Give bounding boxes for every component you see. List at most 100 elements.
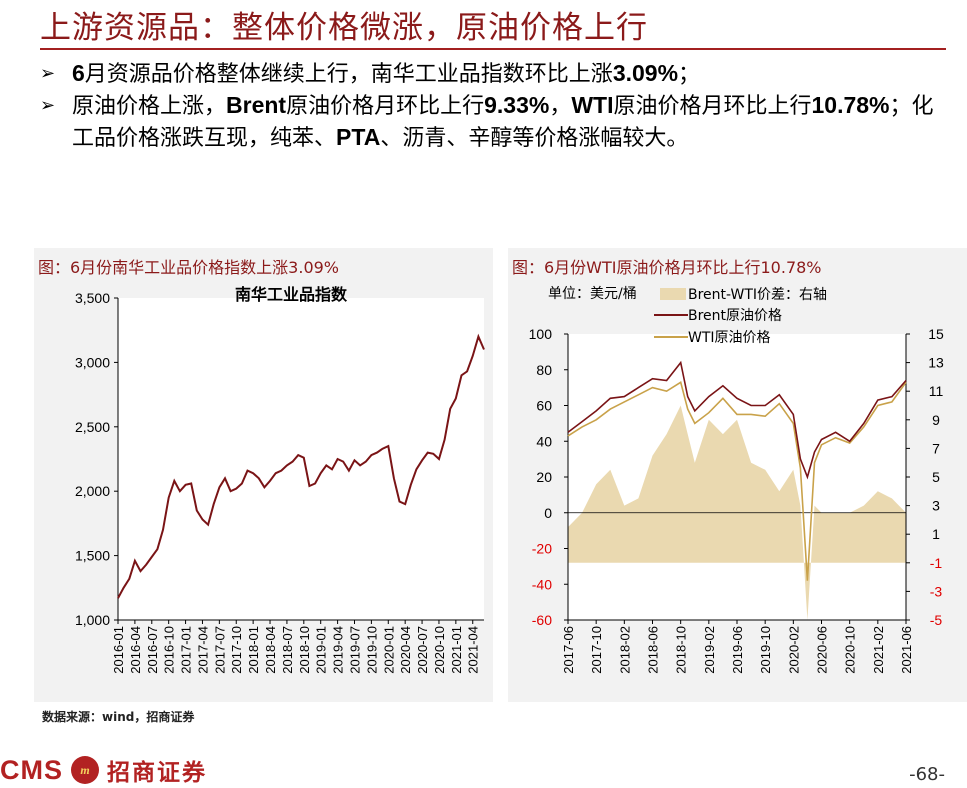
x-tick-label: 2018-07 — [280, 626, 295, 674]
y-tick-label-right: 7 — [932, 440, 940, 456]
arrow-bullet-icon: ➢ — [40, 63, 56, 84]
bullet-1-text: 月资源品价格整体继续上行，南华工业品指数环比上涨 — [84, 62, 613, 87]
x-tick-label: 2018-10 — [297, 626, 312, 674]
logo-text-en: CMS — [0, 754, 63, 785]
y-tick-label-right: 1 — [932, 526, 940, 542]
y-tick-label-left: 100 — [529, 326, 553, 342]
x-tick-label: 2021-01 — [449, 626, 464, 674]
page-title: 上游资源品：整体价格微涨，原油价格上行 — [40, 10, 648, 46]
nanhua-chart-caption: 图：6月份南华工业品价格指数上涨3.09% — [38, 258, 340, 277]
x-tick-label: 2020-02 — [786, 626, 801, 674]
bullet-1-end: ； — [678, 62, 701, 87]
oil-chart-caption: 图：6月份WTI原油价格月环比上行10.78% — [512, 258, 822, 277]
y-tick-label: 1,000 — [75, 612, 110, 628]
y-tick-label-left: -60 — [532, 612, 552, 628]
bullet-1-value: 3.09% — [612, 60, 679, 86]
y-tick-label: 2,000 — [75, 483, 110, 499]
x-tick-label: 2020-07 — [415, 626, 430, 674]
x-tick-label: 2019-10 — [758, 626, 773, 674]
nanhua-index-chart: 南华工业品指数 1,000 1,500 2,000 2,500 3,000 3,500 201… — [75, 285, 485, 674]
y-tick-label-right: 3 — [932, 498, 940, 514]
x-tick-label: 2019-02 — [702, 626, 717, 674]
arrow-bullet-icon: ➢ — [40, 95, 56, 116]
nanhua-index-line — [117, 333, 485, 599]
y-tick-label-left: 40 — [536, 433, 552, 449]
data-source: 数据来源：wind，招商证券 — [42, 710, 195, 724]
x-tick-label: 2016-04 — [128, 626, 143, 674]
x-tick-label: 2017-10 — [589, 626, 604, 674]
x-tick-label: 2021-02 — [871, 626, 886, 674]
x-tick-label: 2016-01 — [111, 626, 126, 674]
bullet-2-mid2: ， — [549, 94, 572, 119]
bullet-2-brent-value: 9.33% — [484, 92, 550, 118]
x-tick-label: 2018-04 — [263, 626, 278, 674]
chart-title: 南华工业品指数 — [235, 285, 348, 304]
legend-swatch-spread — [660, 288, 686, 300]
legend-label-wti: WTI原油价格 — [688, 330, 771, 346]
x-tick-label: 2020-06 — [815, 626, 830, 674]
x-tick-label: 2019-07 — [347, 626, 362, 674]
y-tick-label-right: 13 — [928, 355, 944, 371]
y-tick-label: 2,500 — [75, 419, 110, 435]
oil-price-chart: -60-40-20020406080100-5-3-11357911131520… — [529, 286, 944, 674]
y-tick-label-right: -1 — [930, 555, 943, 571]
x-tick-label: 2021-04 — [466, 626, 481, 674]
x-tick-label: 2018-01 — [246, 626, 261, 674]
y-tick-label-right: 15 — [928, 326, 944, 342]
bullet-2-wti-value: 10.78% — [811, 92, 890, 118]
y-tick-label-right: 11 — [929, 383, 944, 399]
nanhua-chart-panel: 图：6月份南华工业品价格指数上涨3.09% 南华工业品指数 1,000 1,500 2… — [34, 248, 493, 702]
x-tick-label: 2018-10 — [674, 626, 689, 674]
logo-emblem-icon: m — [71, 756, 99, 784]
legend-label-spread: Brent-WTI价差：右轴 — [688, 287, 827, 303]
bullet-2-pre: 原油价格上涨， — [72, 94, 227, 119]
legend-label-brent: Brent原油价格 — [688, 308, 782, 324]
plot-area — [118, 298, 484, 620]
y-tick-label-left: 20 — [536, 469, 552, 485]
x-tick-label: 2016-10 — [162, 626, 177, 674]
y-tick-label-right: -3 — [930, 583, 943, 599]
company-logo: CMS m 招商证券 — [0, 752, 207, 788]
y-tick-label: 3,000 — [75, 354, 110, 370]
x-tick-label: 2016-07 — [145, 626, 160, 674]
y-tick-label-right: 9 — [932, 412, 940, 428]
logo-text-cn: 招商证券 — [107, 760, 207, 786]
bullet-2-post: ；化工品价格涨跌互现，纯苯、 — [72, 94, 934, 151]
bullet-2-mid1: 原油价格月环比上行 — [286, 94, 485, 119]
bullet-2-end: 、沥青、辛醇等价格涨幅较大。 — [380, 126, 689, 151]
x-tick-label: 2021-06 — [899, 626, 914, 674]
x-tick-label: 2019-04 — [331, 626, 346, 674]
x-tick-label: 2020-10 — [843, 626, 858, 674]
y-axis-unit-label: 单位：美元/桶 — [548, 286, 637, 302]
y-tick-label-left: -40 — [532, 576, 552, 592]
x-tick-label: 2018-02 — [617, 626, 632, 674]
y-tick-label-right: -5 — [930, 612, 943, 628]
x-tick-label: 2017-06 — [561, 626, 576, 674]
x-tick-label: 2020-10 — [432, 626, 447, 674]
bullet-2-mid3: 原油价格月环比上行 — [613, 94, 812, 119]
x-tick-label: 2017-04 — [195, 626, 210, 674]
x-tick-label: 2020-01 — [381, 626, 396, 674]
bullet-2-brent: Brent — [226, 92, 287, 118]
y-tick-label-left: 80 — [536, 362, 552, 378]
brent-price-line — [567, 360, 907, 480]
x-tick-label: 2018-06 — [646, 626, 661, 674]
x-tick-label: 2017-07 — [212, 626, 227, 674]
y-tick-label: 3,500 — [75, 290, 110, 306]
y-tick-label: 1,500 — [75, 548, 110, 564]
bullet-1-month: 6 — [72, 60, 85, 86]
x-tick-label: 2017-10 — [229, 626, 244, 674]
x-tick-label: 2019-06 — [730, 626, 745, 674]
wti-price-line — [567, 381, 907, 581]
bullet-2-pta: PTA — [336, 124, 381, 150]
y-tick-label-left: -20 — [532, 541, 552, 557]
bullet-2: ➢ 原油价格上涨，Brent原油价格月环比上行9.33%，WTI原油价格月环比上… — [40, 90, 940, 154]
x-tick-label: 2019-01 — [314, 626, 329, 674]
bullet-1: ➢ 6月资源品价格整体继续上行，南华工业品指数环比上涨3.09%； — [40, 58, 940, 90]
x-tick-label: 2020-04 — [398, 626, 413, 674]
y-tick-label-right: 5 — [932, 469, 940, 485]
x-tick-label: 2019-10 — [364, 626, 379, 674]
y-tick-label-left: 0 — [544, 505, 552, 521]
bullet-list: ➢ 6月资源品价格整体继续上行，南华工业品指数环比上涨3.09%； ➢ 原油价格… — [40, 58, 940, 154]
page-number: -68- — [909, 764, 945, 785]
